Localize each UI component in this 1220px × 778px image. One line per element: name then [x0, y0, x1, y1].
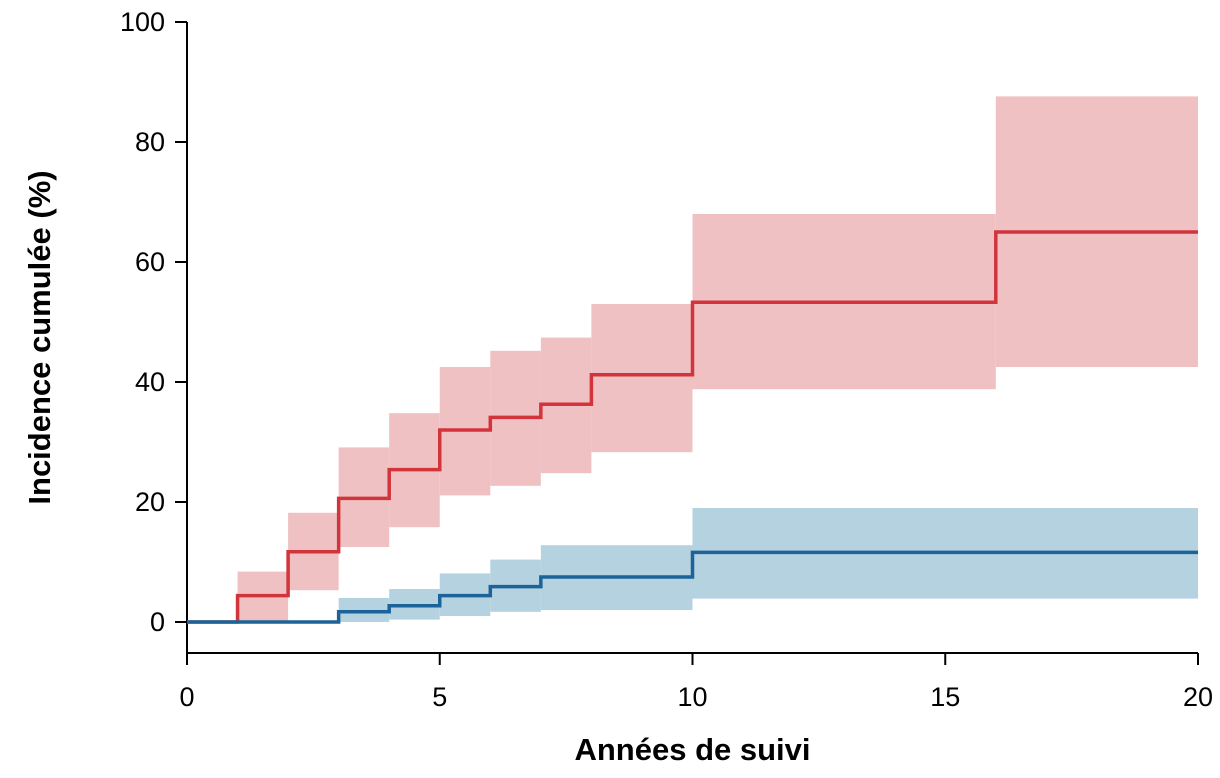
series-1-step-line [187, 230, 1198, 624]
series-2-ci-band-1 [338, 598, 390, 622]
x-tick-label-20: 20 [1183, 682, 1213, 712]
x-tick-label-10: 10 [677, 682, 707, 712]
y-tick-label-40: 40 [135, 367, 165, 397]
series-1-ci-band-8 [591, 304, 693, 453]
confidence-bands [237, 96, 1198, 622]
x-axis-title: Années de suivi [574, 732, 810, 767]
y-tick-label-60: 60 [135, 247, 165, 277]
series-2-step-line [187, 550, 1198, 624]
y-tick-label-80: 80 [135, 127, 165, 157]
x-tick-label-5: 5 [432, 682, 447, 712]
x-tick-label-15: 15 [930, 682, 960, 712]
x-tick-label-0: 0 [179, 682, 194, 712]
y-tick-label-100: 100 [120, 7, 165, 37]
axis-ticks: 0 20 40 60 80 100 0 5 10 15 20 [120, 7, 1213, 712]
y-axis-title: Incidence cumulée (%) [22, 170, 57, 504]
y-tick-label-20: 20 [135, 487, 165, 517]
y-tick-label-0: 0 [150, 607, 165, 637]
series-lines [187, 230, 1198, 624]
